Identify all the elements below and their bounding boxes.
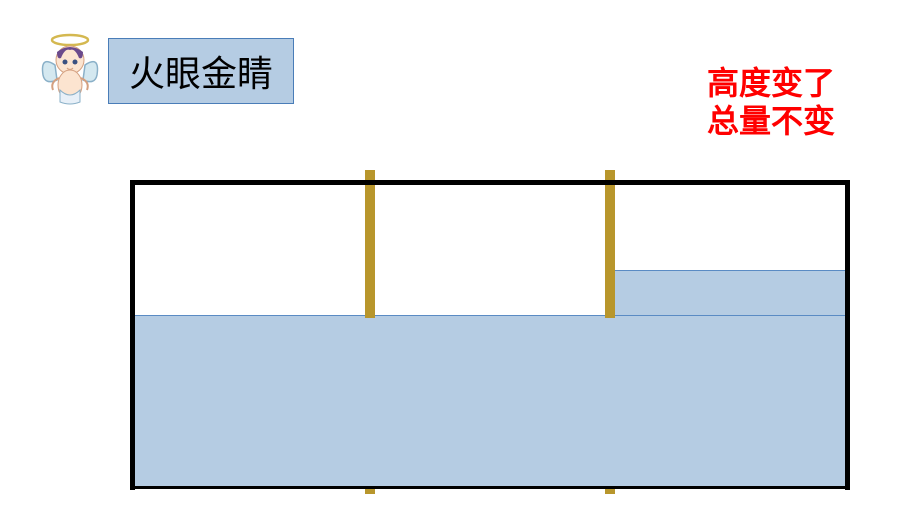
title-text: 火眼金睛 xyxy=(129,54,273,94)
water-container-diagram xyxy=(130,180,850,490)
water-section-right-extra xyxy=(610,270,847,316)
title-box: 火眼金睛 xyxy=(108,38,294,104)
divider-rod-2-top xyxy=(605,170,615,318)
container-left-border xyxy=(130,180,135,490)
water-main xyxy=(133,315,847,487)
container-top-border xyxy=(130,180,850,185)
annotation-line-2: 总量不变 xyxy=(707,96,835,142)
container-bottom-border xyxy=(130,486,850,489)
angel-icon xyxy=(35,30,105,110)
divider-rod-1-top xyxy=(365,170,375,318)
container-right-border xyxy=(845,180,850,490)
